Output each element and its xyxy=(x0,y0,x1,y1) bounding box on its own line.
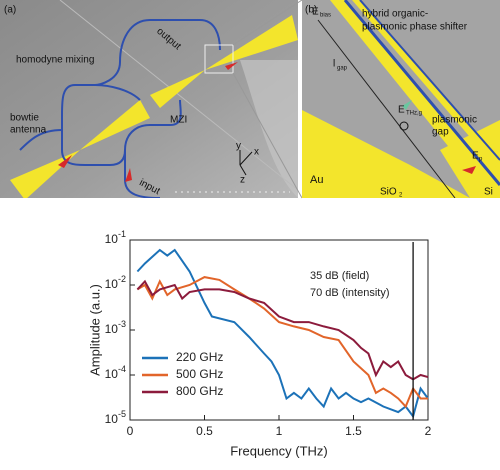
zoom-line xyxy=(232,72,303,199)
label: antenna xyxy=(10,125,47,136)
zoom-line xyxy=(232,0,303,46)
label: hybrid organic- xyxy=(362,9,428,20)
x-tick-label: 0.5 xyxy=(196,424,213,438)
label-sub: 2 xyxy=(399,193,403,199)
y-tick-label: 10-1 xyxy=(105,229,126,246)
label-sub: p xyxy=(479,157,483,163)
label: E xyxy=(398,105,405,116)
x-tick-label: 2 xyxy=(425,424,432,438)
x-tick-label: 1.5 xyxy=(345,424,362,438)
panel-label: (b) xyxy=(305,5,317,16)
data-line xyxy=(136,248,429,419)
x-axis-label: Frequency (THz) xyxy=(230,443,328,458)
annotation: 35 dB (field) xyxy=(310,270,369,282)
legend-label: 500 GHz xyxy=(176,367,223,381)
label: Au xyxy=(310,174,323,186)
label: plasmonic phase shifter xyxy=(362,22,468,33)
label: l xyxy=(333,59,335,70)
y-tick-label: 10-5 xyxy=(105,409,126,426)
axis-label: y xyxy=(236,141,241,152)
y-tick-label: 10-3 xyxy=(105,319,126,336)
legend-label: 800 GHz xyxy=(176,384,223,398)
label: gap xyxy=(432,127,449,138)
label: plasmonic xyxy=(432,115,477,126)
label: E xyxy=(312,7,319,18)
y-axis-label: Amplitude (a.u.) xyxy=(87,284,102,376)
label: homodyne mixing xyxy=(16,55,94,66)
label: MZI xyxy=(170,115,187,126)
axis-label: z xyxy=(240,175,245,186)
annotation: 70 dB (intensity) xyxy=(310,287,389,299)
micrograph-b xyxy=(302,0,500,198)
label-sub: THz,g xyxy=(406,111,422,117)
label: SiO xyxy=(380,187,397,198)
panel-label: (a) xyxy=(4,5,16,16)
data-line xyxy=(136,279,429,381)
plot-frame xyxy=(129,239,429,421)
label-sub: gap xyxy=(337,66,348,72)
label: bowtie xyxy=(10,113,39,124)
label: E xyxy=(472,151,479,162)
micrograph-a xyxy=(0,0,298,198)
x-tick-label: 0 xyxy=(127,424,134,438)
label: Si xyxy=(484,187,493,198)
x-tick-label: 1 xyxy=(276,424,283,438)
data-line xyxy=(136,276,428,409)
y-tick-label: 10-2 xyxy=(105,274,126,291)
y-tick-label: 10-4 xyxy=(105,364,126,381)
label-sub: bias xyxy=(320,13,331,19)
legend-label: 220 GHz xyxy=(176,350,223,364)
axis-label: x xyxy=(254,147,259,158)
